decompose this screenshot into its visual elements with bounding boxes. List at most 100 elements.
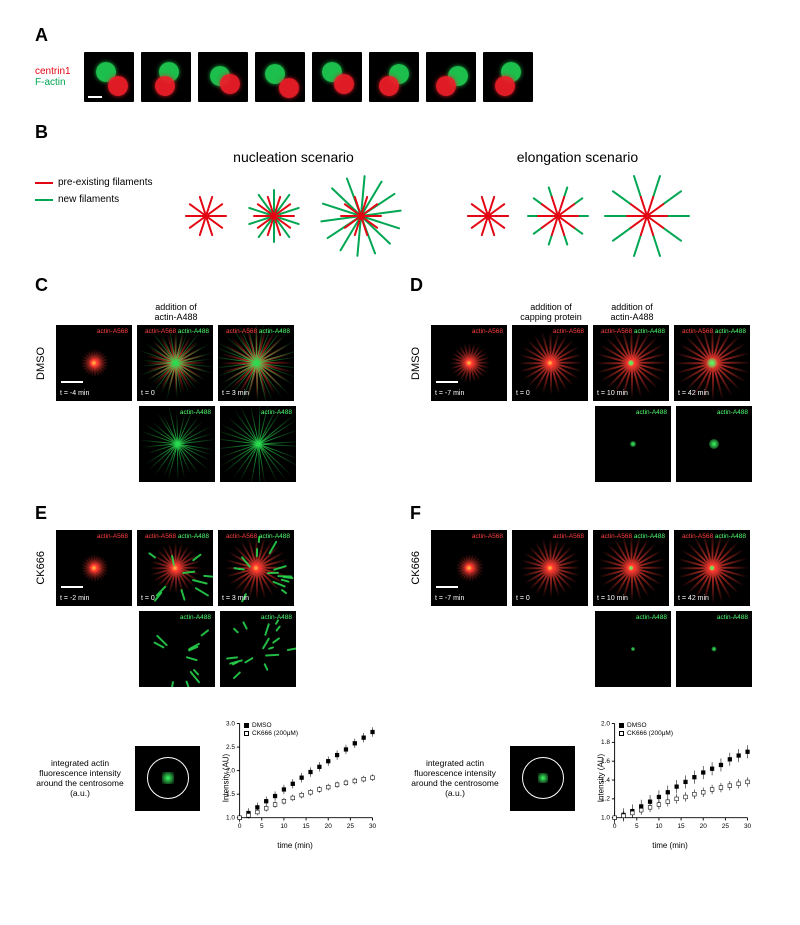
time-label: t = -7 min [435, 595, 464, 602]
channel-label: actin-A488 [636, 409, 667, 417]
panel-letter-A: A [35, 25, 765, 46]
scalebar [61, 381, 83, 383]
panel-A: A centrin1 F-actin [35, 25, 765, 102]
panel-F: F CK666actin-A568t = -7 minactin-A568t =… [410, 503, 765, 692]
caption: addition ofcapping protein [513, 302, 589, 322]
label-centrin1: centrin1 [35, 66, 71, 77]
centrosome-cell [198, 52, 248, 102]
scenario-title: nucleation scenario [182, 149, 404, 165]
time-label: t = 42 min [678, 595, 709, 602]
micrograph: actin-A568 actin-A488t = 0 [137, 530, 213, 606]
time-label: t = 10 min [597, 595, 628, 602]
panel-letter-E: E [35, 503, 390, 524]
micrograph: actin-A488 [139, 611, 215, 687]
y-axis-label: Intensity (AU) [597, 754, 606, 802]
time-label: t = 0 [141, 595, 155, 602]
channel-label: actin-A568 actin-A488 [145, 328, 209, 336]
panel-B: B pre-existing filaments new filaments nu… [35, 122, 765, 259]
aster-diagram [182, 192, 230, 240]
scalebar [88, 96, 102, 98]
channel-label: actin-A568 actin-A488 [601, 533, 665, 541]
scenario: nucleation scenario [182, 149, 404, 259]
time-label: t = 0 [516, 595, 530, 602]
svg-text:1.0: 1.0 [601, 815, 610, 822]
micrograph: actin-A568 actin-A488t = 42 min [674, 325, 750, 401]
x-axis-label: time (min) [210, 841, 380, 850]
micrograph: actin-A568 t = -7 min [431, 530, 507, 606]
svg-text:15: 15 [677, 823, 685, 830]
channel-label: actin-A488 [180, 409, 211, 417]
time-label: t = 0 [141, 390, 155, 397]
svg-text:0: 0 [238, 823, 242, 830]
svg-text:1.0: 1.0 [226, 815, 235, 822]
micrograph: actin-A488 [676, 406, 752, 482]
micrograph: actin-A568t = -4 min [56, 325, 132, 401]
aster-diagram [318, 173, 404, 259]
svg-text:2.0: 2.0 [601, 720, 610, 727]
svg-text:2.5: 2.5 [226, 744, 235, 751]
chart-legend: DMSOCK666 (200μM) [244, 722, 298, 739]
micrograph: actin-A568t = 0 [512, 325, 588, 401]
micrograph: actin-A568 t = 0 [512, 530, 588, 606]
svg-text:30: 30 [369, 823, 377, 830]
channel-label: actin-A568 actin-A488 [682, 328, 746, 336]
intensity-chart: 0510152025301.01.21.41.61.82.0Intensity … [585, 718, 755, 838]
micrograph: actin-A488 [139, 406, 215, 482]
channel-label: actin-A488 [180, 614, 211, 622]
condition-label: CK666 [410, 551, 422, 585]
centrosome-cell [141, 52, 191, 102]
aster-diagram [244, 186, 304, 246]
svg-text:30: 30 [744, 823, 752, 830]
time-label: t = 0 [516, 390, 530, 397]
micrograph: actin-A568 actin-A488t = 3 min [218, 530, 294, 606]
micrograph: actin-A568 actin-A488t = 10 min [593, 325, 669, 401]
aster-diagram [526, 184, 590, 248]
micrograph: actin-A568 actin-A488t = 42 min [674, 530, 750, 606]
svg-text:10: 10 [280, 823, 288, 830]
channel-label: actin-A568 [553, 533, 584, 541]
panel-E: E CK666actin-A568t = -2 minactin-A568 ac… [35, 503, 390, 692]
micrograph: actin-A488 [595, 611, 671, 687]
channel-label: actin-A488 [261, 614, 292, 622]
micrograph: actin-A488 [595, 406, 671, 482]
svg-text:5: 5 [260, 823, 264, 830]
channel-label: actin-A568 [97, 328, 128, 336]
micrograph: actin-A568 actin-A488t = 3 min [218, 325, 294, 401]
svg-text:10: 10 [655, 823, 663, 830]
centrosome-cell [312, 52, 362, 102]
micrograph: actin-A488 [220, 406, 296, 482]
condition-label: DMSO [35, 347, 47, 380]
micrograph: actin-A568 actin-A488 t = 0 [137, 325, 213, 401]
panel-B-scenarios: nucleation scenarioelongation scenario [182, 149, 690, 259]
micrograph: actin-A568t = -2 min [56, 530, 132, 606]
panel-A-cells [84, 52, 533, 102]
scalebar [61, 586, 83, 588]
micrograph: actin-A568 t = -7 min [431, 325, 507, 401]
panel-C: C addition ofactin-A488DMSOactin-A568t =… [35, 275, 390, 487]
centrosome-cell [426, 52, 476, 102]
time-label: t = -7 min [435, 390, 464, 397]
time-label: t = 3 min [222, 595, 249, 602]
intensity-chart: 0510152025301.01.52.02.53.0Intensity (AU… [210, 718, 380, 838]
micrograph: actin-A488 [676, 611, 752, 687]
scalebar [436, 381, 458, 383]
svg-text:15: 15 [302, 823, 310, 830]
chart-description: integrated actinfluorescence intensityar… [35, 758, 125, 799]
legend-item: pre-existing filaments [35, 177, 152, 188]
channel-label: actin-A568 [472, 533, 503, 541]
x-axis-label: time (min) [585, 841, 755, 850]
svg-text:3.0: 3.0 [226, 720, 235, 727]
micrograph: actin-A568 actin-A488 t = 10 min [593, 530, 669, 606]
label-Factin: F-actin [35, 77, 71, 88]
caption: addition ofactin-A488 [594, 302, 670, 322]
svg-text:5: 5 [635, 823, 639, 830]
centrosome-cell [255, 52, 305, 102]
panel-B-legend: pre-existing filaments new filaments [35, 177, 152, 205]
svg-text:25: 25 [722, 823, 730, 830]
channel-label: actin-A568 [472, 328, 503, 336]
panel-letter-B: B [35, 122, 765, 143]
centrosome-cell [369, 52, 419, 102]
legend-item: new filaments [35, 194, 152, 205]
panel-A-legend: centrin1 F-actin [35, 66, 71, 88]
thumbnail [135, 746, 200, 811]
